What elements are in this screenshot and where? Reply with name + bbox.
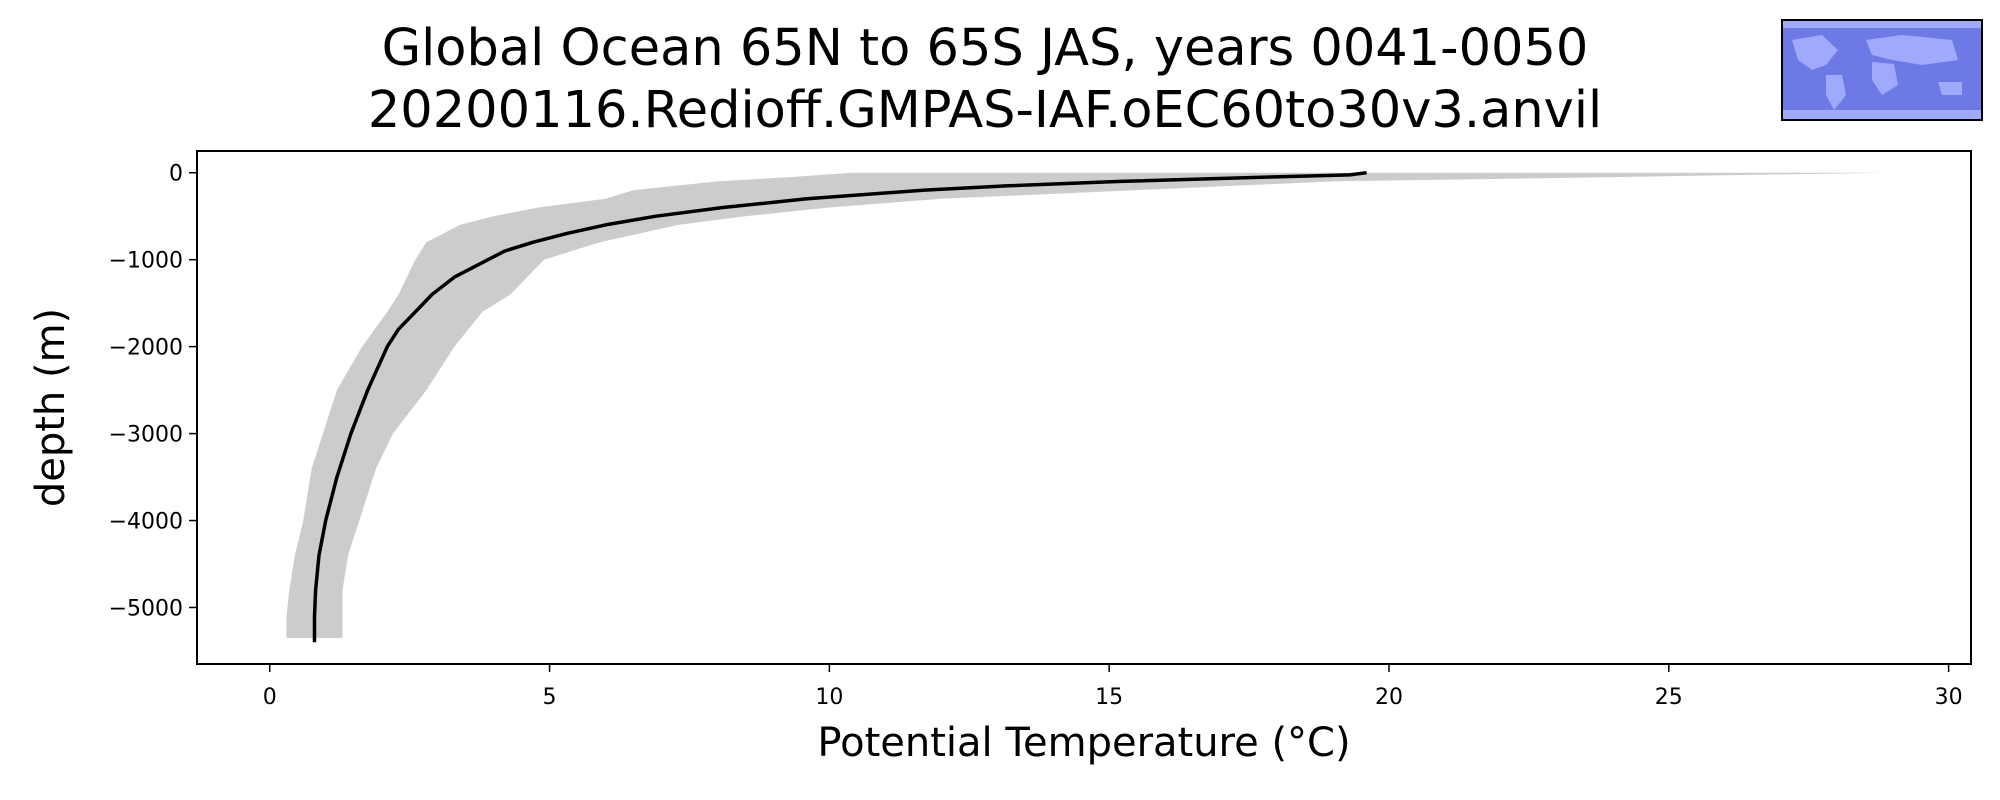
x-tick-label: 10 — [815, 685, 843, 710]
x-tick-label: 0 — [263, 685, 277, 710]
x-ticks: 0 5 10 15 20 25 30 — [263, 664, 1963, 710]
y-axis-label: depth (m) — [28, 308, 74, 507]
x-axis-label: Potential Temperature (°C) — [817, 720, 1350, 766]
plot-frame — [196, 150, 1972, 665]
inset-border — [1781, 19, 1983, 121]
mean-profile-layer — [312, 170, 1367, 643]
y-ticks: 0 −1000 −2000 −3000 −4000 −5000 — [109, 162, 197, 621]
chart-title: Global Ocean 65N to 65S JAS, years 0041-… — [381, 19, 1589, 78]
y-tick-label: −1000 — [109, 249, 183, 274]
x-tick-label: 25 — [1655, 685, 1683, 710]
y-tick-label: −4000 — [109, 510, 183, 535]
inset-land — [1782, 20, 1982, 120]
y-tick-label: 0 — [169, 162, 183, 187]
chart-subtitle: 20200116.Redioff.GMPAS-IAF.oEC60to30v3.a… — [367, 81, 1603, 140]
x-tick-label: 15 — [1095, 685, 1123, 710]
x-tick-label: 20 — [1375, 685, 1403, 710]
y-tick-label: −5000 — [109, 596, 183, 621]
region-map-inset — [1781, 19, 1983, 121]
chart-title-block: Global Ocean 65N to 65S JAS, years 0041-… — [200, 18, 1770, 142]
x-tick-label: 5 — [543, 685, 557, 710]
y-tick-label: −2000 — [109, 336, 183, 361]
y-tick-label: −3000 — [109, 423, 183, 448]
mean-profile-line — [312, 170, 1367, 643]
x-tick-label: 30 — [1935, 685, 1963, 710]
